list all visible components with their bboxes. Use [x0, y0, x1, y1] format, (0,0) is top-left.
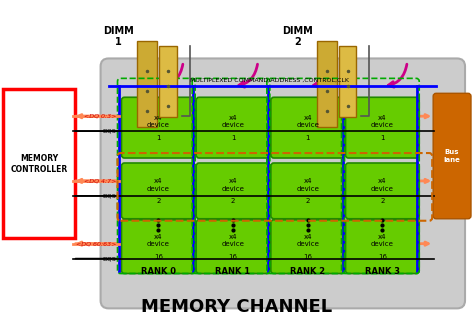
- Text: x4
device: x4 device: [221, 115, 245, 128]
- FancyBboxPatch shape: [121, 220, 195, 274]
- Text: <DQ 4:7>: <DQ 4:7>: [84, 178, 117, 184]
- Text: RANK 3: RANK 3: [365, 267, 400, 276]
- FancyBboxPatch shape: [271, 97, 345, 158]
- Text: x4
device: x4 device: [296, 115, 319, 128]
- FancyBboxPatch shape: [346, 97, 419, 158]
- FancyBboxPatch shape: [338, 46, 356, 117]
- Text: x4
device: x4 device: [371, 115, 394, 128]
- Text: RANK 0: RANK 0: [141, 267, 176, 276]
- FancyBboxPatch shape: [137, 40, 157, 127]
- Text: x4
device: x4 device: [371, 234, 394, 247]
- FancyBboxPatch shape: [271, 163, 345, 219]
- FancyBboxPatch shape: [3, 89, 75, 238]
- FancyBboxPatch shape: [121, 97, 195, 158]
- Text: x4
device: x4 device: [296, 178, 319, 192]
- FancyBboxPatch shape: [196, 163, 270, 219]
- Text: x4
device: x4 device: [147, 234, 170, 247]
- Text: DQS: DQS: [103, 129, 117, 134]
- Text: DIMM
1: DIMM 1: [103, 26, 134, 47]
- Text: MEMORY
CONTROLLER: MEMORY CONTROLLER: [10, 154, 67, 174]
- Text: MEMORY CHANNEL: MEMORY CHANNEL: [141, 298, 333, 316]
- Text: MULTIPLEXED COMMAND/ADDRESS ,CONTROL,CLK: MULTIPLEXED COMMAND/ADDRESS ,CONTROL,CLK: [191, 78, 349, 83]
- Text: x4
device: x4 device: [371, 178, 394, 192]
- Text: 2: 2: [156, 198, 161, 204]
- Text: 2: 2: [231, 198, 235, 204]
- Text: <DQ 60:63>: <DQ 60:63>: [76, 241, 117, 246]
- Text: Bus
lane: Bus lane: [444, 149, 461, 163]
- Text: x4
device: x4 device: [221, 178, 245, 192]
- Text: x4
device: x4 device: [147, 115, 170, 128]
- Text: 2: 2: [380, 198, 384, 204]
- FancyBboxPatch shape: [121, 163, 195, 219]
- Text: x4
device: x4 device: [296, 234, 319, 247]
- FancyBboxPatch shape: [196, 97, 270, 158]
- Text: DQS: DQS: [103, 256, 117, 261]
- FancyBboxPatch shape: [159, 46, 177, 117]
- Text: 16: 16: [228, 254, 237, 259]
- Text: 1: 1: [231, 135, 235, 141]
- FancyBboxPatch shape: [196, 220, 270, 274]
- Text: RANK 1: RANK 1: [216, 267, 251, 276]
- Text: 2: 2: [306, 198, 310, 204]
- Text: 16: 16: [303, 254, 312, 259]
- Text: DIMM
2: DIMM 2: [283, 26, 313, 47]
- FancyBboxPatch shape: [433, 93, 471, 219]
- Text: x4
device: x4 device: [221, 234, 245, 247]
- FancyBboxPatch shape: [100, 58, 465, 308]
- FancyBboxPatch shape: [271, 220, 345, 274]
- FancyBboxPatch shape: [346, 220, 419, 274]
- Text: DQS: DQS: [103, 193, 117, 198]
- FancyBboxPatch shape: [317, 40, 337, 127]
- Text: x4
device: x4 device: [147, 178, 170, 192]
- Text: 1: 1: [156, 135, 161, 141]
- Text: 16: 16: [154, 254, 163, 259]
- Text: 1: 1: [380, 135, 384, 141]
- Text: 1: 1: [305, 135, 310, 141]
- FancyBboxPatch shape: [346, 163, 419, 219]
- Text: RANK 2: RANK 2: [290, 267, 325, 276]
- Text: 16: 16: [378, 254, 387, 259]
- Text: <DQ 0:3>: <DQ 0:3>: [84, 114, 117, 119]
